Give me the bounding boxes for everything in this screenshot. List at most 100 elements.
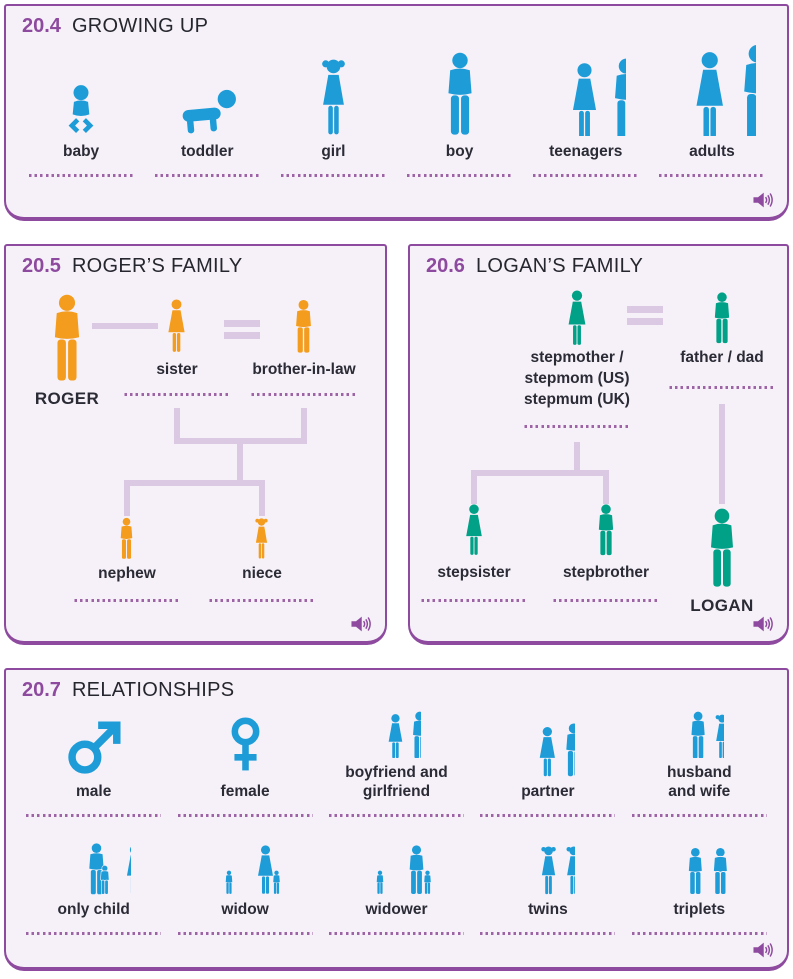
item-label: girl <box>321 143 346 160</box>
vocab-item-partner: partner <box>472 696 623 817</box>
answer-line <box>631 932 767 935</box>
marriage-equals <box>627 306 663 330</box>
answer-line <box>480 814 616 817</box>
husband-wife-icon <box>674 696 724 758</box>
vocab-item-triplets: triplets <box>624 817 775 935</box>
item-label: partner <box>521 783 575 800</box>
person-label-stepbrother: stepbrother <box>562 564 650 581</box>
male-symbol-icon <box>68 721 121 774</box>
person-stepsister-icon <box>461 504 487 556</box>
vocab-item-boy: boy <box>396 26 522 177</box>
boy-icon <box>439 49 481 136</box>
family-tree-line <box>471 470 477 504</box>
growing-up-items: baby toddler girl boy teenagers <box>18 26 775 177</box>
item-label: boy <box>445 143 474 160</box>
person-brother-in-law-icon <box>290 299 317 354</box>
family-tree-line <box>574 442 580 476</box>
vocab-item-toddler: toddler <box>144 26 270 177</box>
triplets-icon <box>661 839 737 895</box>
family-tree-line <box>124 480 265 486</box>
section-title: RELATIONSHIPS <box>71 679 235 701</box>
twins-icon <box>521 837 575 895</box>
relationships-row-2: only child widow widower <box>18 817 775 935</box>
teenagers-icon <box>546 36 626 136</box>
family-tree-line <box>603 470 609 504</box>
answer-line <box>251 393 357 396</box>
panel-rogers-family: 20.5 ROGER’S FAMILY ROGER sister brother-… <box>4 244 387 645</box>
answer-line <box>177 932 313 935</box>
speaker-icon <box>753 942 773 958</box>
answer-line <box>328 932 464 935</box>
vocab-item-widow: widow <box>169 817 320 935</box>
person-stepmother-icon <box>563 290 591 346</box>
answer-line <box>28 174 134 177</box>
audio-button[interactable] <box>350 615 372 633</box>
item-label: widow <box>221 901 269 918</box>
audio-button[interactable] <box>752 191 774 209</box>
only-child-icon <box>57 837 131 895</box>
vocab-item-adults: adults <box>649 26 775 177</box>
family-tree-line <box>174 408 180 444</box>
person-label-brother-in-law: brother-in-law <box>252 361 356 378</box>
family-tree-line <box>301 408 307 444</box>
speaker-icon <box>753 192 773 208</box>
answer-line <box>26 814 162 817</box>
panel-header: 20.5 ROGER’S FAMILY <box>22 255 242 278</box>
widower-icon <box>361 837 431 895</box>
panel-growing-up: 20.4 GROWING UP baby toddler girl boy <box>4 4 789 221</box>
panel-logans-family: 20.6 LOGAN’S FAMILY stepmother / stepmom … <box>408 244 789 645</box>
item-label: baby <box>62 143 100 160</box>
family-tree-line <box>92 323 158 329</box>
section-number: 20.6 <box>426 255 465 277</box>
family-tree-line <box>124 480 130 516</box>
toddler-icon <box>175 88 239 136</box>
person-sister-icon <box>163 298 190 354</box>
person-label-father: father / dad <box>680 349 764 366</box>
audio-button[interactable] <box>752 615 774 633</box>
item-label: adults <box>689 143 735 160</box>
item-label: triplets <box>673 901 726 918</box>
item-label: toddler <box>180 143 234 160</box>
vocab-item-husband-wife: husband and wife <box>624 696 775 817</box>
marriage-equals <box>224 320 260 344</box>
item-label: female <box>220 783 270 800</box>
person-label-stepsister: stepsister <box>437 564 511 581</box>
family-panels-row: 20.5 ROGER’S FAMILY ROGER sister brother-… <box>4 244 789 645</box>
section-title: LOGAN’S FAMILY <box>475 255 644 277</box>
vocab-item-girl: girl <box>270 26 396 177</box>
answer-line <box>480 932 616 935</box>
vocab-item-only-child: only child <box>18 817 169 935</box>
person-name-roger: ROGER <box>34 389 100 408</box>
person-father-icon <box>709 292 735 344</box>
section-title: ROGER’S FAMILY <box>71 255 243 277</box>
girl-icon <box>314 58 353 136</box>
person-stepbrother-icon <box>593 504 619 556</box>
person-nephew-icon <box>116 516 137 561</box>
item-label: male <box>76 783 112 800</box>
answer-line <box>209 599 315 602</box>
widow-icon <box>210 837 280 895</box>
family-tree-line <box>471 470 609 476</box>
panel-header: 20.4 GROWING UP <box>22 15 208 38</box>
answer-line <box>407 174 513 177</box>
family-tree-line <box>237 438 243 486</box>
answer-line <box>533 174 639 177</box>
section-number: 20.4 <box>22 15 61 37</box>
audio-button[interactable] <box>752 941 774 959</box>
answer-line <box>74 599 180 602</box>
speaker-icon <box>351 616 371 632</box>
answer-line <box>669 386 775 389</box>
item-label: widower <box>365 901 428 918</box>
person-label-stepmother: stepmother / stepmom (US) stepmum (UK) <box>524 349 630 408</box>
person-label-nephew: nephew <box>98 565 156 582</box>
boyfriend-girlfriend-icon <box>371 696 421 758</box>
panel-relationships: 20.7 RELATIONSHIPS male female <box>4 668 789 971</box>
relationships-row-1: male female boyfriend and girlfriend <box>18 696 775 817</box>
section-number: 20.5 <box>22 255 61 277</box>
answer-line <box>280 174 386 177</box>
section-number: 20.7 <box>22 679 61 701</box>
item-label: twins <box>528 901 568 918</box>
person-niece-icon <box>251 516 272 561</box>
family-tree-line <box>719 404 725 504</box>
vocab-item-boyfriend-girlfriend: boyfriend and girlfriend <box>321 696 472 817</box>
